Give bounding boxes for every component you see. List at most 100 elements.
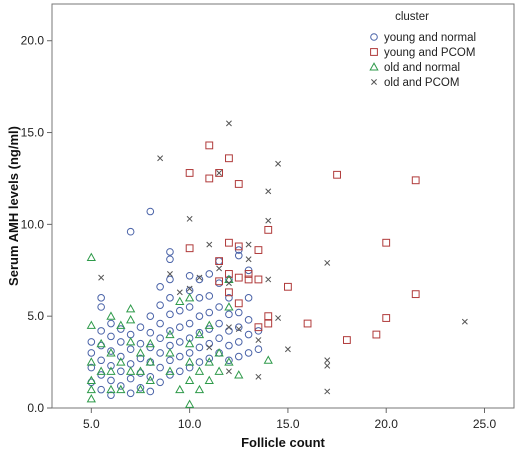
triangle-point [263, 355, 273, 364]
legend-marker [370, 33, 378, 41]
circle-point [166, 371, 174, 379]
circle-point [117, 382, 125, 390]
x-point [324, 357, 331, 364]
circle-point [117, 352, 125, 361]
square-point [205, 174, 214, 183]
circle-point [205, 325, 214, 333]
circle-point [185, 334, 194, 343]
circle-point [166, 248, 174, 256]
circle-point [205, 354, 214, 363]
legend-label: young and PCOM [384, 47, 475, 59]
y-axis: 0.0 5.0 10.0 15.0 20.0 [21, 34, 52, 415]
square-point [372, 330, 381, 339]
circle-point [87, 338, 96, 346]
square-point [234, 180, 243, 188]
square-point [254, 246, 263, 254]
circle-point [234, 352, 243, 361]
circle-point [97, 327, 105, 335]
y-tick-label: 20.0 [21, 34, 45, 48]
y-tick-label: 5.0 [27, 309, 44, 323]
circle-point [166, 294, 174, 302]
triangle-point [214, 366, 224, 375]
legend-label: young and normal [384, 32, 476, 44]
circle-point [126, 374, 135, 383]
circle-point [107, 391, 115, 399]
triangle-point [125, 337, 136, 346]
triangle-point [116, 384, 126, 394]
square-point [382, 238, 391, 247]
square-point [185, 244, 194, 253]
circle-point [126, 227, 135, 236]
square-point [264, 312, 273, 321]
circle-point [166, 356, 174, 365]
circle-point [146, 372, 155, 381]
circle-point [107, 347, 115, 355]
x-tick-label: 20.0 [375, 417, 399, 431]
circle-point [195, 343, 204, 352]
triangle-point [204, 375, 214, 384]
circle-point [136, 384, 145, 392]
triangle-point [165, 348, 175, 357]
circle-point [156, 363, 164, 372]
circle-point [156, 349, 164, 357]
circle-point [195, 358, 204, 366]
circle-point [97, 303, 105, 311]
circle-point [156, 319, 164, 328]
y-axis-title: Serum AMH levels (ng/ml) [6, 126, 21, 286]
circle-point [175, 338, 184, 346]
circle-point [244, 316, 253, 324]
circle-point [215, 319, 223, 328]
triangle-point [194, 329, 205, 339]
circle-point [166, 327, 174, 335]
circle-point [215, 334, 223, 343]
square-point [234, 299, 243, 308]
circle-point [146, 343, 155, 352]
circle-point [87, 363, 96, 372]
series-young-and-normal [87, 207, 263, 399]
triangle-point [184, 357, 195, 366]
circle-point [175, 367, 184, 376]
legend-items: young and normal young and PCOM old and no… [369, 32, 476, 89]
circle-point [97, 294, 105, 302]
series-old-and-normal [86, 252, 273, 408]
circle-point [225, 294, 233, 302]
square-point [411, 176, 420, 185]
square-point [284, 282, 292, 291]
circle-point [225, 341, 233, 350]
triangle-point [234, 370, 244, 379]
triangle-point [194, 384, 205, 394]
circle-point [244, 330, 253, 339]
circle-point [195, 312, 204, 320]
triangle-point [175, 384, 185, 394]
circle-point [107, 319, 115, 328]
circle-point [87, 349, 96, 357]
circle-point [195, 275, 204, 284]
circle-point [185, 363, 194, 372]
legend: cluster young and normal young and PCOM ol… [369, 11, 476, 89]
x-point [225, 280, 232, 287]
circle-point [136, 354, 145, 363]
circle-point [117, 367, 125, 376]
triangle-point [116, 357, 126, 366]
x-point [284, 346, 291, 353]
square-point [411, 290, 420, 299]
triangle-point [125, 366, 136, 375]
square-point [234, 242, 243, 251]
circle-point [146, 328, 155, 337]
circle-point [107, 376, 115, 385]
x-axis: 5.0 10.0 15.0 20.0 25.0 [83, 408, 497, 431]
x-point [255, 337, 262, 344]
square-point [225, 270, 233, 278]
square-point [254, 323, 263, 332]
circle-point [117, 325, 125, 333]
x-point [324, 362, 331, 369]
square-point [205, 141, 214, 150]
triangle-point [125, 315, 136, 324]
legend-marker [371, 79, 377, 85]
triangle-point [145, 375, 155, 384]
circle-point [195, 294, 204, 302]
triangle-point [106, 311, 116, 320]
circle-point [136, 339, 145, 348]
square-point [225, 154, 233, 163]
x-point [98, 274, 105, 281]
